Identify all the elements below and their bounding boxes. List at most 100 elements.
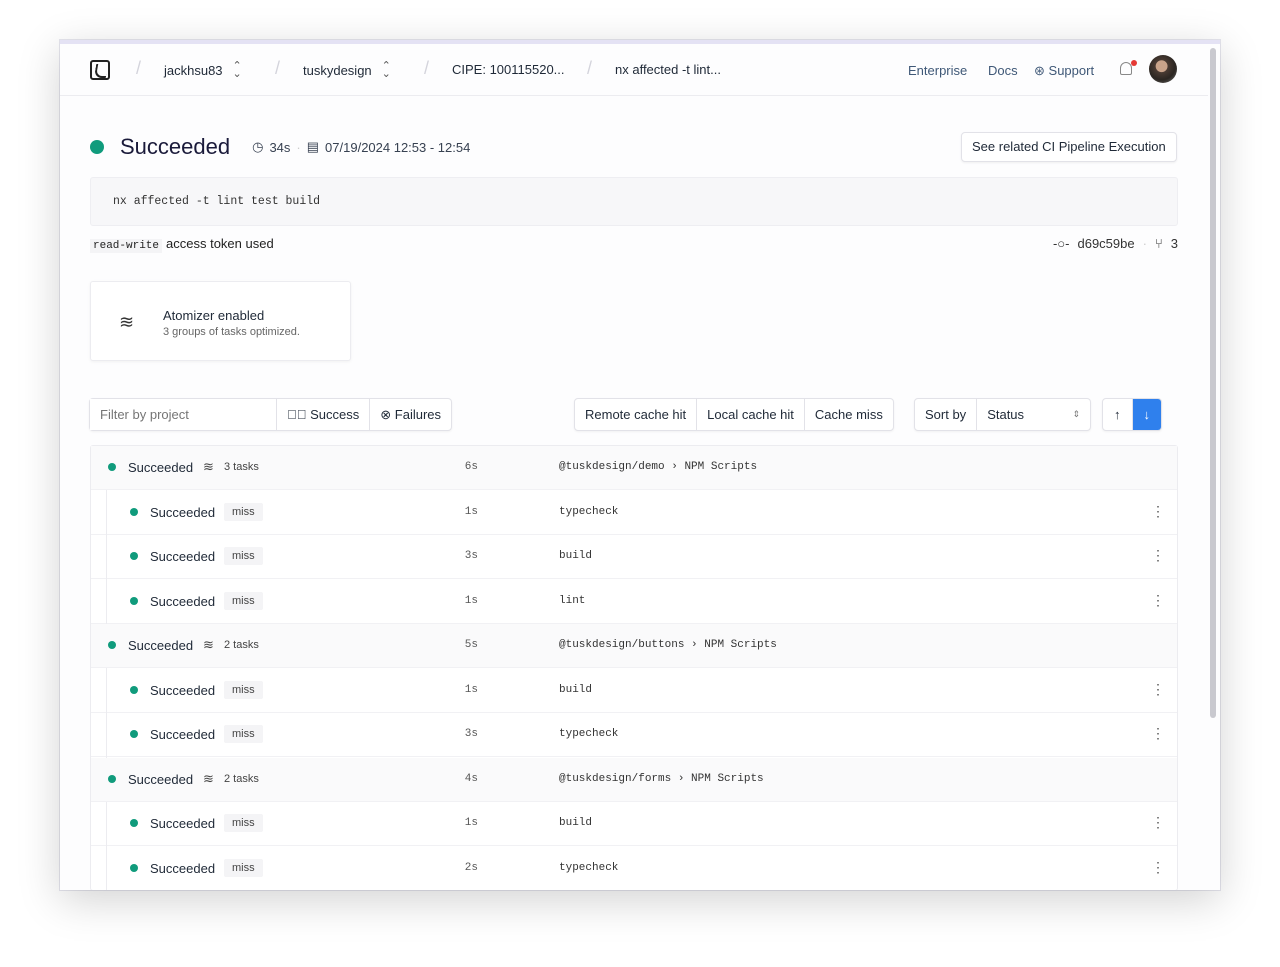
status-dot xyxy=(130,730,138,738)
label: Success xyxy=(310,407,360,422)
breadcrumb-cipe[interactable]: CIPE: 100115520... xyxy=(452,62,565,77)
task-status: Succeeded xyxy=(150,593,216,609)
see-related-pipeline-button[interactable]: See related CI Pipeline Execution xyxy=(961,132,1177,162)
more-options-icon[interactable]: ⋮ xyxy=(1151,547,1165,563)
sort-select[interactable]: Status ⇕ xyxy=(977,399,1090,430)
command-box: nx affected -t lint test build xyxy=(90,177,1178,226)
task-row[interactable]: Succeeded miss 2s typecheck ⋮ xyxy=(91,847,1177,890)
status-dot xyxy=(130,552,138,560)
task-status: Succeeded xyxy=(150,727,216,742)
cache-badge: miss xyxy=(224,858,263,877)
support-label: Support xyxy=(1048,63,1095,78)
task-count: 2 tasks xyxy=(224,772,259,785)
filter-cache-miss[interactable]: Cache miss xyxy=(814,407,883,422)
check-circle-icon: ✓⃝ xyxy=(287,407,307,422)
task-list: Succeeded ≋ 3 tasks 6s @tuskdesign/demo … xyxy=(90,445,1178,890)
task-status: Succeeded xyxy=(150,504,216,520)
user-avatar[interactable] xyxy=(1149,55,1177,83)
sort-descending-button[interactable]: ↓ xyxy=(1132,399,1161,430)
task-row[interactable]: Succeeded miss 3s typecheck ⋮ xyxy=(91,713,1177,757)
status-dot xyxy=(130,685,138,694)
chevron-right-icon: › xyxy=(671,461,678,473)
label: Failures xyxy=(394,407,442,422)
task-duration: 3s xyxy=(464,550,478,562)
task-duration: 1s xyxy=(464,594,478,607)
breadcrumb-label: tuskydesign xyxy=(303,62,372,78)
filter-failures-button[interactable]: ⊗ Failures xyxy=(370,399,451,430)
sort-value: Status xyxy=(987,407,1025,422)
commit-hash[interactable]: d69c59be xyxy=(1077,236,1135,251)
nx-cloud-logo[interactable] xyxy=(90,60,110,80)
breadcrumb-label: jackhsu83 xyxy=(164,62,223,78)
task-row[interactable]: Succeeded miss 1s build ⋮ xyxy=(91,669,1177,713)
task-row[interactable]: Succeeded miss 1s build ⋮ xyxy=(91,802,1177,846)
run-status: Succeeded ◷ 34s · ▤ 07/19/2024 12:53 - 12:54 xyxy=(90,134,470,160)
more-options-icon[interactable]: ⋮ xyxy=(1151,814,1165,830)
branch-icon: ⑂ xyxy=(1154,236,1163,251)
branch-count: 3 xyxy=(1170,236,1178,251)
more-options-icon[interactable]: ⋮ xyxy=(1151,858,1165,875)
layers-icon: ≋ xyxy=(203,459,214,474)
nav-support[interactable]: ⊛ Support xyxy=(1034,63,1094,79)
status-dot xyxy=(130,863,138,872)
sort-direction: ↑ ↓ xyxy=(1102,398,1162,431)
status-filter-group: ✓⃝ Success ⊗ Failures xyxy=(89,398,453,431)
task-row[interactable]: Succeeded miss 1s typecheck ⋮ xyxy=(91,491,1177,535)
breadcrumb-workspace[interactable]: tuskydesign ⌃ ⌄ xyxy=(303,60,391,80)
more-options-icon[interactable]: ⋮ xyxy=(1151,502,1165,519)
project-name[interactable]: @tuskdesign/forms xyxy=(559,772,672,785)
chevron-right-icon: › xyxy=(691,639,698,651)
task-duration: 1s xyxy=(464,505,478,518)
breadcrumb-label: CIPE: 100115520... xyxy=(452,62,565,77)
target-name: NPM Scripts xyxy=(684,461,758,473)
filter-local-cache-hit[interactable]: Local cache hit xyxy=(697,399,805,430)
sort-ascending-button[interactable]: ↑ xyxy=(1103,399,1133,430)
calendar-icon: ▤ xyxy=(306,139,320,154)
breadcrumb-separator: / xyxy=(424,58,430,78)
target-name: NPM Scripts xyxy=(691,772,764,785)
more-options-icon[interactable]: ⋮ xyxy=(1151,591,1165,608)
layers-icon: ≋ xyxy=(203,637,214,652)
task-name: typecheck xyxy=(559,861,619,874)
layers-icon: ≋ xyxy=(203,770,214,786)
scrollbar[interactable] xyxy=(1210,48,1216,718)
project-name[interactable]: @tuskdesign/demo xyxy=(559,461,665,473)
nav-enterprise[interactable]: Enterprise xyxy=(908,63,968,78)
cache-badge: miss xyxy=(224,814,263,832)
chevron-updown-icon: ⇕ xyxy=(1072,409,1081,419)
commit-info: -○- d69c59be · ⑂ 3 xyxy=(1052,236,1178,251)
project-name[interactable]: @tuskdesign/buttons xyxy=(559,639,685,651)
bell-icon[interactable] xyxy=(1120,62,1132,75)
cache-badge: miss xyxy=(224,547,263,565)
task-status: Succeeded xyxy=(150,860,216,876)
top-header: / jackhsu83 ⌃ ⌄ / tuskydesign ⌃ ⌄ / CIPE: 10… xyxy=(60,44,1208,96)
filter-success-button[interactable]: ✓⃝ Success xyxy=(277,399,371,430)
group-status: Succeeded xyxy=(128,460,194,475)
more-options-icon[interactable]: ⋮ xyxy=(1151,725,1165,741)
task-name: build xyxy=(559,683,593,696)
filter-remote-cache-hit[interactable]: Remote cache hit xyxy=(575,399,698,430)
breadcrumb-org[interactable]: jackhsu83 ⌃ ⌄ xyxy=(164,60,242,80)
task-row[interactable]: Succeeded miss 1s lint ⋮ xyxy=(91,580,1177,624)
group-duration: 4s xyxy=(464,772,478,785)
cache-filter-group: Remote cache hit Local cache hit Cache m… xyxy=(574,398,894,431)
task-group-row[interactable]: Succeeded ≋ 2 tasks 5s @tuskdesign/butto… xyxy=(91,624,1177,668)
cache-badge: miss xyxy=(224,725,263,743)
chevron-updown-icon: ⌃ ⌄ xyxy=(381,60,391,80)
task-row[interactable]: Succeeded miss 3s build ⋮ xyxy=(91,535,1177,579)
more-options-icon[interactable]: ⋮ xyxy=(1151,680,1165,697)
task-duration: 1s xyxy=(464,683,478,696)
breadcrumb-run[interactable]: nx affected -t lint... xyxy=(615,62,721,77)
nav-docs[interactable]: Docs xyxy=(988,63,1018,78)
filter-project-input[interactable] xyxy=(90,399,277,430)
chevron-updown-icon: ⌃ ⌄ xyxy=(232,60,242,80)
task-name: typecheck xyxy=(559,505,619,518)
notification-badge xyxy=(1131,60,1137,66)
status-dot xyxy=(130,596,138,605)
task-group-row[interactable]: Succeeded ≋ 2 tasks 4s @tuskdesign/forms… xyxy=(91,757,1177,802)
breadcrumb-label: nx affected -t lint... xyxy=(615,62,721,77)
task-count: 2 tasks xyxy=(224,639,259,651)
status-dot xyxy=(90,140,104,154)
token-type: read-write xyxy=(90,239,163,253)
task-group-row[interactable]: Succeeded ≋ 3 tasks 6s @tuskdesign/demo … xyxy=(91,446,1177,490)
